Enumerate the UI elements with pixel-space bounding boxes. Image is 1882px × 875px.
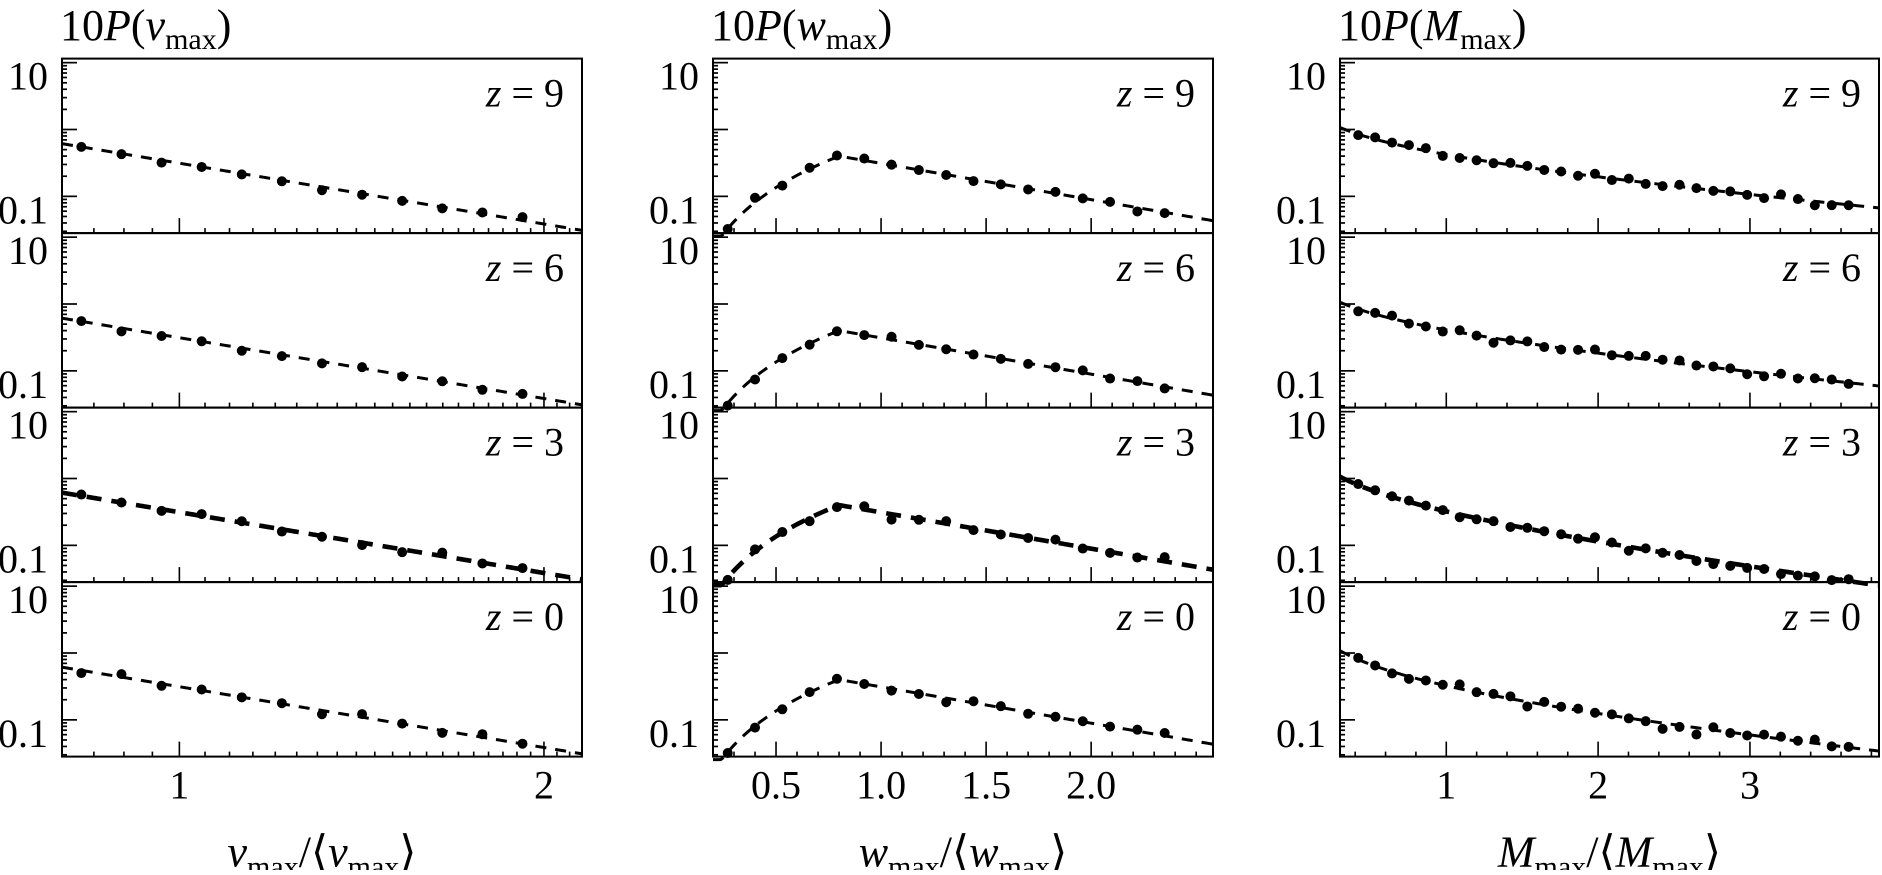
svg-text:10: 10 xyxy=(8,403,48,448)
svg-text:1.0: 1.0 xyxy=(856,763,906,808)
svg-text:z = 9: z = 9 xyxy=(1782,71,1861,116)
svg-text:10: 10 xyxy=(8,577,48,622)
svg-text:1: 1 xyxy=(1436,763,1456,808)
svg-text:z = 3: z = 3 xyxy=(485,420,564,465)
svg-text:0.1: 0.1 xyxy=(649,536,699,581)
svg-text:0.1: 0.1 xyxy=(0,536,48,581)
svg-text:z = 6: z = 6 xyxy=(485,245,564,290)
svg-text:z = 9: z = 9 xyxy=(485,71,564,116)
svg-text:z = 0: z = 0 xyxy=(1116,594,1195,639)
svg-text:0.1: 0.1 xyxy=(649,187,699,232)
svg-text:10: 10 xyxy=(659,577,699,622)
svg-text:10: 10 xyxy=(8,228,48,273)
svg-text:0.1: 0.1 xyxy=(0,711,48,756)
svg-text:z = 3: z = 3 xyxy=(1116,420,1195,465)
svg-text:10: 10 xyxy=(659,228,699,273)
svg-text:z = 3: z = 3 xyxy=(1782,420,1861,465)
svg-text:0.1: 0.1 xyxy=(649,711,699,756)
svg-text:z = 0: z = 0 xyxy=(485,594,564,639)
svg-text:0.1: 0.1 xyxy=(0,362,48,407)
svg-text:2: 2 xyxy=(534,763,554,808)
svg-text:10: 10 xyxy=(1286,228,1326,273)
svg-text:10: 10 xyxy=(659,54,699,99)
svg-text:z = 0: z = 0 xyxy=(1782,594,1861,639)
svg-text:0.1: 0.1 xyxy=(649,362,699,407)
svg-text:0.1: 0.1 xyxy=(1276,711,1326,756)
svg-text:z = 6: z = 6 xyxy=(1782,245,1861,290)
svg-text:0.1: 0.1 xyxy=(1276,536,1326,581)
svg-text:10: 10 xyxy=(8,54,48,99)
svg-text:1.5: 1.5 xyxy=(961,763,1011,808)
svg-text:1: 1 xyxy=(169,763,189,808)
svg-text:0.5: 0.5 xyxy=(751,763,801,808)
svg-text:10: 10 xyxy=(1286,403,1326,448)
svg-text:0.1: 0.1 xyxy=(0,187,48,232)
svg-text:z = 6: z = 6 xyxy=(1116,245,1195,290)
svg-text:10: 10 xyxy=(659,403,699,448)
svg-text:2.0: 2.0 xyxy=(1066,763,1116,808)
svg-text:3: 3 xyxy=(1740,763,1760,808)
svg-text:10: 10 xyxy=(1286,577,1326,622)
svg-text:z = 9: z = 9 xyxy=(1116,71,1195,116)
svg-text:0.1: 0.1 xyxy=(1276,187,1326,232)
svg-text:10: 10 xyxy=(1286,54,1326,99)
svg-text:2: 2 xyxy=(1588,763,1608,808)
svg-text:0.1: 0.1 xyxy=(1276,362,1326,407)
